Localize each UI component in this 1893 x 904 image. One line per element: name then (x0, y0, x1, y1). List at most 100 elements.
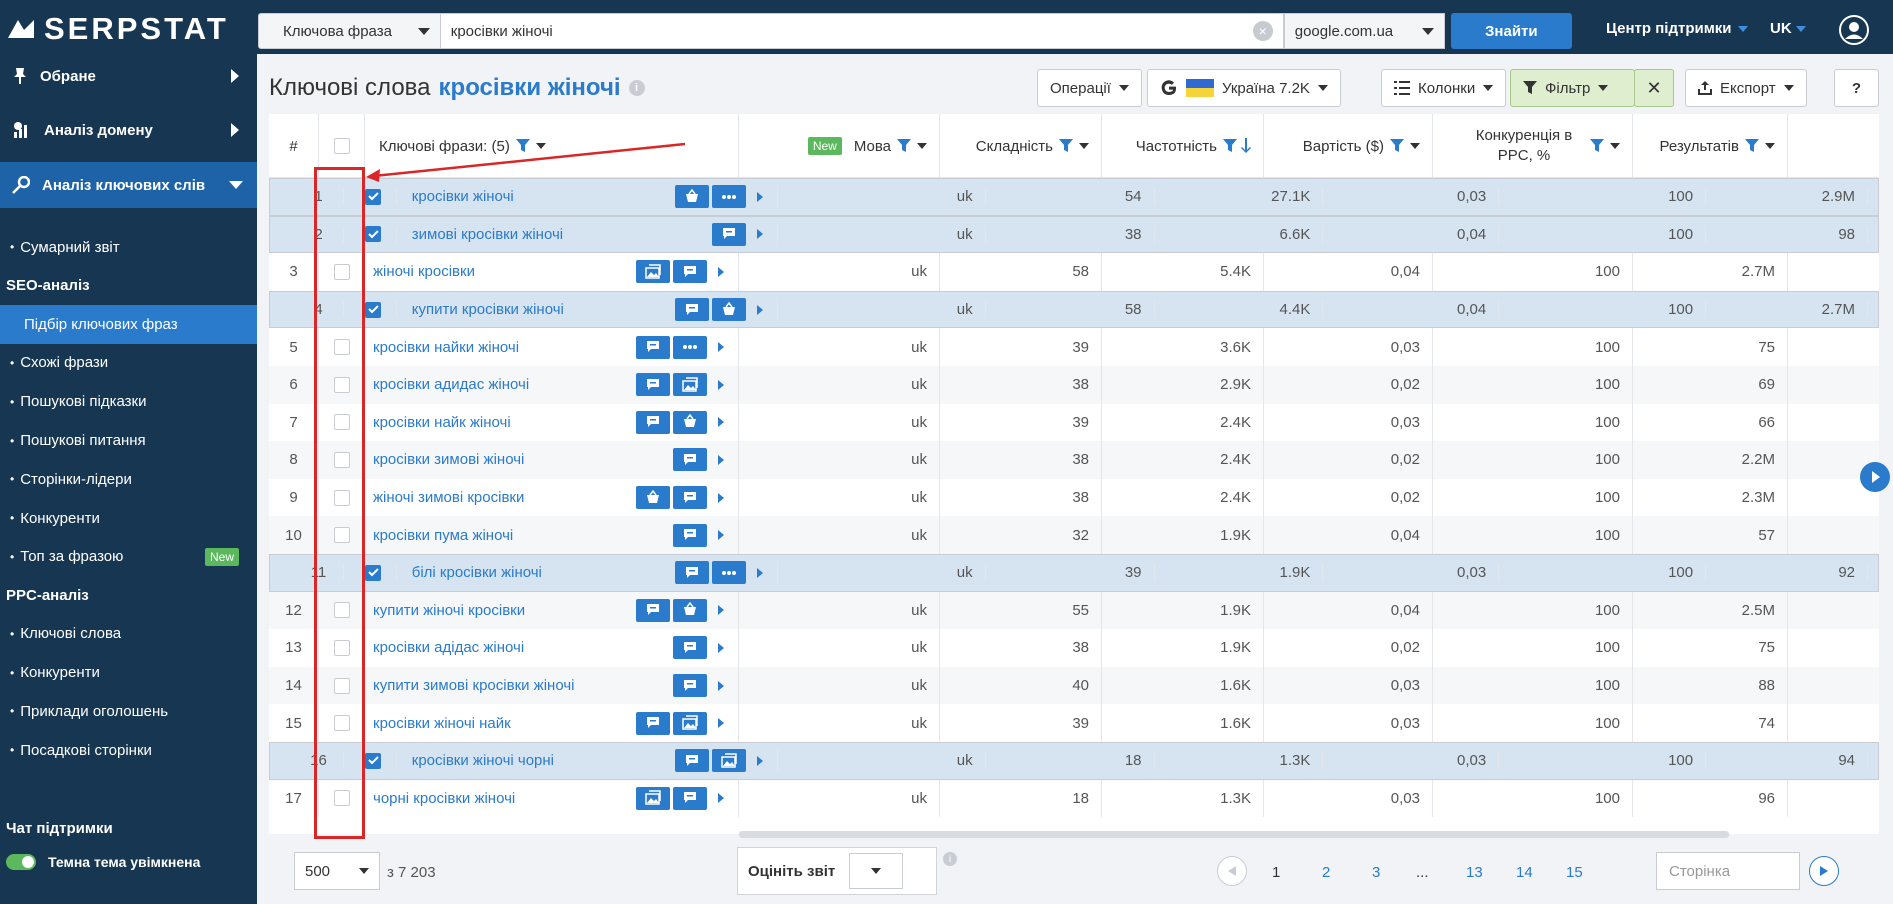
sidebar-item-seo-0[interactable]: Підбір ключових фраз (0, 304, 257, 344)
language-menu[interactable]: UK (1770, 20, 1806, 37)
expand-arrow-icon[interactable] (718, 642, 724, 653)
expand-arrow-icon[interactable] (718, 530, 724, 541)
header-results[interactable]: Результатів (1633, 114, 1788, 178)
row-checkbox[interactable] (333, 489, 350, 506)
expand-arrow-icon[interactable] (718, 379, 724, 390)
expand-arrow-icon[interactable] (718, 680, 724, 691)
serp-feature[interactable] (673, 486, 707, 510)
row-checkbox[interactable] (333, 677, 350, 694)
sidebar-item-keyword-analysis[interactable]: Аналіз ключових слів (0, 162, 257, 208)
country-select[interactable]: Україна 7.2K (1147, 69, 1341, 107)
expand-arrow-icon[interactable] (756, 567, 763, 578)
serp-feature[interactable] (673, 448, 707, 472)
header-competition[interactable]: Конкуренція в PPC, % (1433, 114, 1633, 178)
serp-feature[interactable] (636, 598, 670, 622)
keyword-link[interactable]: чорні кросівки жіночі (373, 789, 516, 807)
sidebar-item-seo-2[interactable]: Пошукові підказки (0, 382, 257, 421)
serp-feature[interactable] (711, 298, 746, 322)
keyword-link[interactable]: кросівки адидас жіночі (373, 376, 530, 394)
support-chat-link[interactable]: Чат підтримки (6, 820, 113, 838)
row-checkbox[interactable] (333, 639, 350, 656)
serp-feature[interactable] (636, 410, 670, 434)
expand-arrow-icon[interactable] (756, 191, 763, 202)
keyword-link[interactable]: кросівки пума жіночі (373, 526, 514, 544)
expand-arrow-icon[interactable] (718, 492, 724, 503)
sidebar-item-ppc-1[interactable]: Конкуренти (0, 653, 257, 692)
sidebar-item-seo-3[interactable]: Пошукові питання (0, 421, 257, 460)
filter-icon[interactable] (515, 139, 530, 153)
sidebar-item-seo-6[interactable]: Топ за фразою New (0, 538, 257, 577)
header-cost[interactable]: Вартість ($) (1264, 114, 1433, 178)
serp-feature[interactable] (711, 749, 746, 773)
expand-arrow-icon[interactable] (756, 229, 763, 240)
filter-button[interactable]: Фільтр (1510, 69, 1635, 107)
info-icon[interactable]: i (943, 852, 957, 866)
expand-arrow-icon[interactable] (718, 342, 724, 353)
scroll-right-button[interactable] (1860, 462, 1890, 492)
serp-feature[interactable] (673, 410, 707, 434)
header-keyword[interactable]: Ключові фрази: (5) (365, 114, 739, 178)
serp-feature[interactable] (673, 598, 707, 622)
next-page-button[interactable] (1809, 856, 1839, 886)
sidebar-item-ppc-3[interactable]: Посадкові сторінки (0, 731, 257, 770)
serp-feature[interactable] (673, 373, 707, 397)
expand-arrow-icon[interactable] (718, 417, 724, 428)
expand-arrow-icon[interactable] (756, 755, 763, 766)
search-type-select[interactable]: Ключова фраза (258, 13, 441, 49)
keyword-link[interactable]: жіночі кросівки (373, 263, 475, 281)
keyword-link[interactable]: білі кросівки жіночі (411, 564, 542, 582)
row-checkbox[interactable] (333, 790, 350, 807)
serp-feature[interactable] (636, 335, 670, 359)
serp-feature[interactable] (673, 674, 707, 698)
sidebar-item-domain-analysis[interactable]: Аналіз домену (0, 108, 257, 152)
filter-icon[interactable] (1745, 139, 1759, 153)
keyword-link[interactable]: купити жіночі кросівки (373, 601, 526, 619)
serp-feature[interactable] (636, 373, 670, 397)
serp-feature[interactable] (674, 749, 709, 773)
help-button[interactable]: ? (1834, 69, 1879, 107)
prev-page-button[interactable] (1217, 856, 1247, 886)
row-checkbox[interactable] (333, 451, 350, 468)
sidebar-item-seo-1[interactable]: Схожі фрази (0, 344, 257, 383)
sort-desc-icon[interactable] (1241, 138, 1251, 154)
keyword-link[interactable]: кросівки жіночі чорні (411, 752, 555, 770)
keyword-link[interactable]: кросівки адідас жіночі (373, 639, 525, 657)
sidebar-item-seo-4[interactable]: Сторінки-лідери (0, 460, 257, 499)
sidebar-item-ppc-0[interactable]: Ключові слова (0, 614, 257, 653)
filter-icon[interactable] (1390, 139, 1404, 153)
user-avatar-icon[interactable] (1838, 14, 1870, 46)
row-checkbox[interactable] (365, 301, 382, 318)
row-checkbox[interactable] (365, 188, 382, 205)
expand-arrow-icon[interactable] (718, 605, 724, 616)
keyword-link[interactable]: купити кросівки жіночі (411, 301, 564, 319)
engine-select[interactable]: google.com.ua (1283, 13, 1445, 49)
logo[interactable]: SERPSTAT (6, 11, 229, 46)
row-checkbox[interactable] (333, 376, 350, 393)
serp-feature[interactable] (674, 561, 709, 585)
rate-select[interactable] (849, 853, 904, 889)
filter-icon[interactable] (1223, 139, 1237, 153)
serp-feature[interactable] (711, 185, 746, 209)
header-volume[interactable]: Частотність (1102, 114, 1264, 178)
clear-icon[interactable]: × (1252, 21, 1273, 41)
row-checkbox[interactable] (365, 564, 382, 581)
serp-feature[interactable] (711, 561, 746, 585)
page-link[interactable]: 1 (1272, 864, 1281, 881)
filter-icon[interactable] (897, 139, 911, 153)
sidebar-item-ppc-2[interactable]: Приклади оголошень (0, 692, 257, 731)
row-checkbox[interactable] (365, 226, 382, 243)
select-all-checkbox[interactable] (333, 138, 350, 154)
keyword-link[interactable]: кросівки найки жіночі (373, 338, 520, 356)
sidebar-item-seo-5[interactable]: Конкуренти (0, 499, 257, 538)
operations-button[interactable]: Операції (1037, 69, 1142, 107)
serp-feature[interactable] (673, 523, 707, 547)
row-checkbox[interactable] (333, 414, 350, 431)
serp-feature[interactable] (673, 786, 707, 810)
export-button[interactable]: Експорт (1685, 69, 1807, 107)
sidebar-item-favorites[interactable]: Обране (0, 54, 257, 98)
columns-button[interactable]: Колонки (1381, 69, 1507, 107)
filter-icon[interactable] (1590, 139, 1604, 153)
serp-feature[interactable] (674, 298, 709, 322)
keyword-link[interactable]: кросівки жіночі найк (373, 714, 511, 732)
expand-arrow-icon[interactable] (718, 454, 724, 465)
